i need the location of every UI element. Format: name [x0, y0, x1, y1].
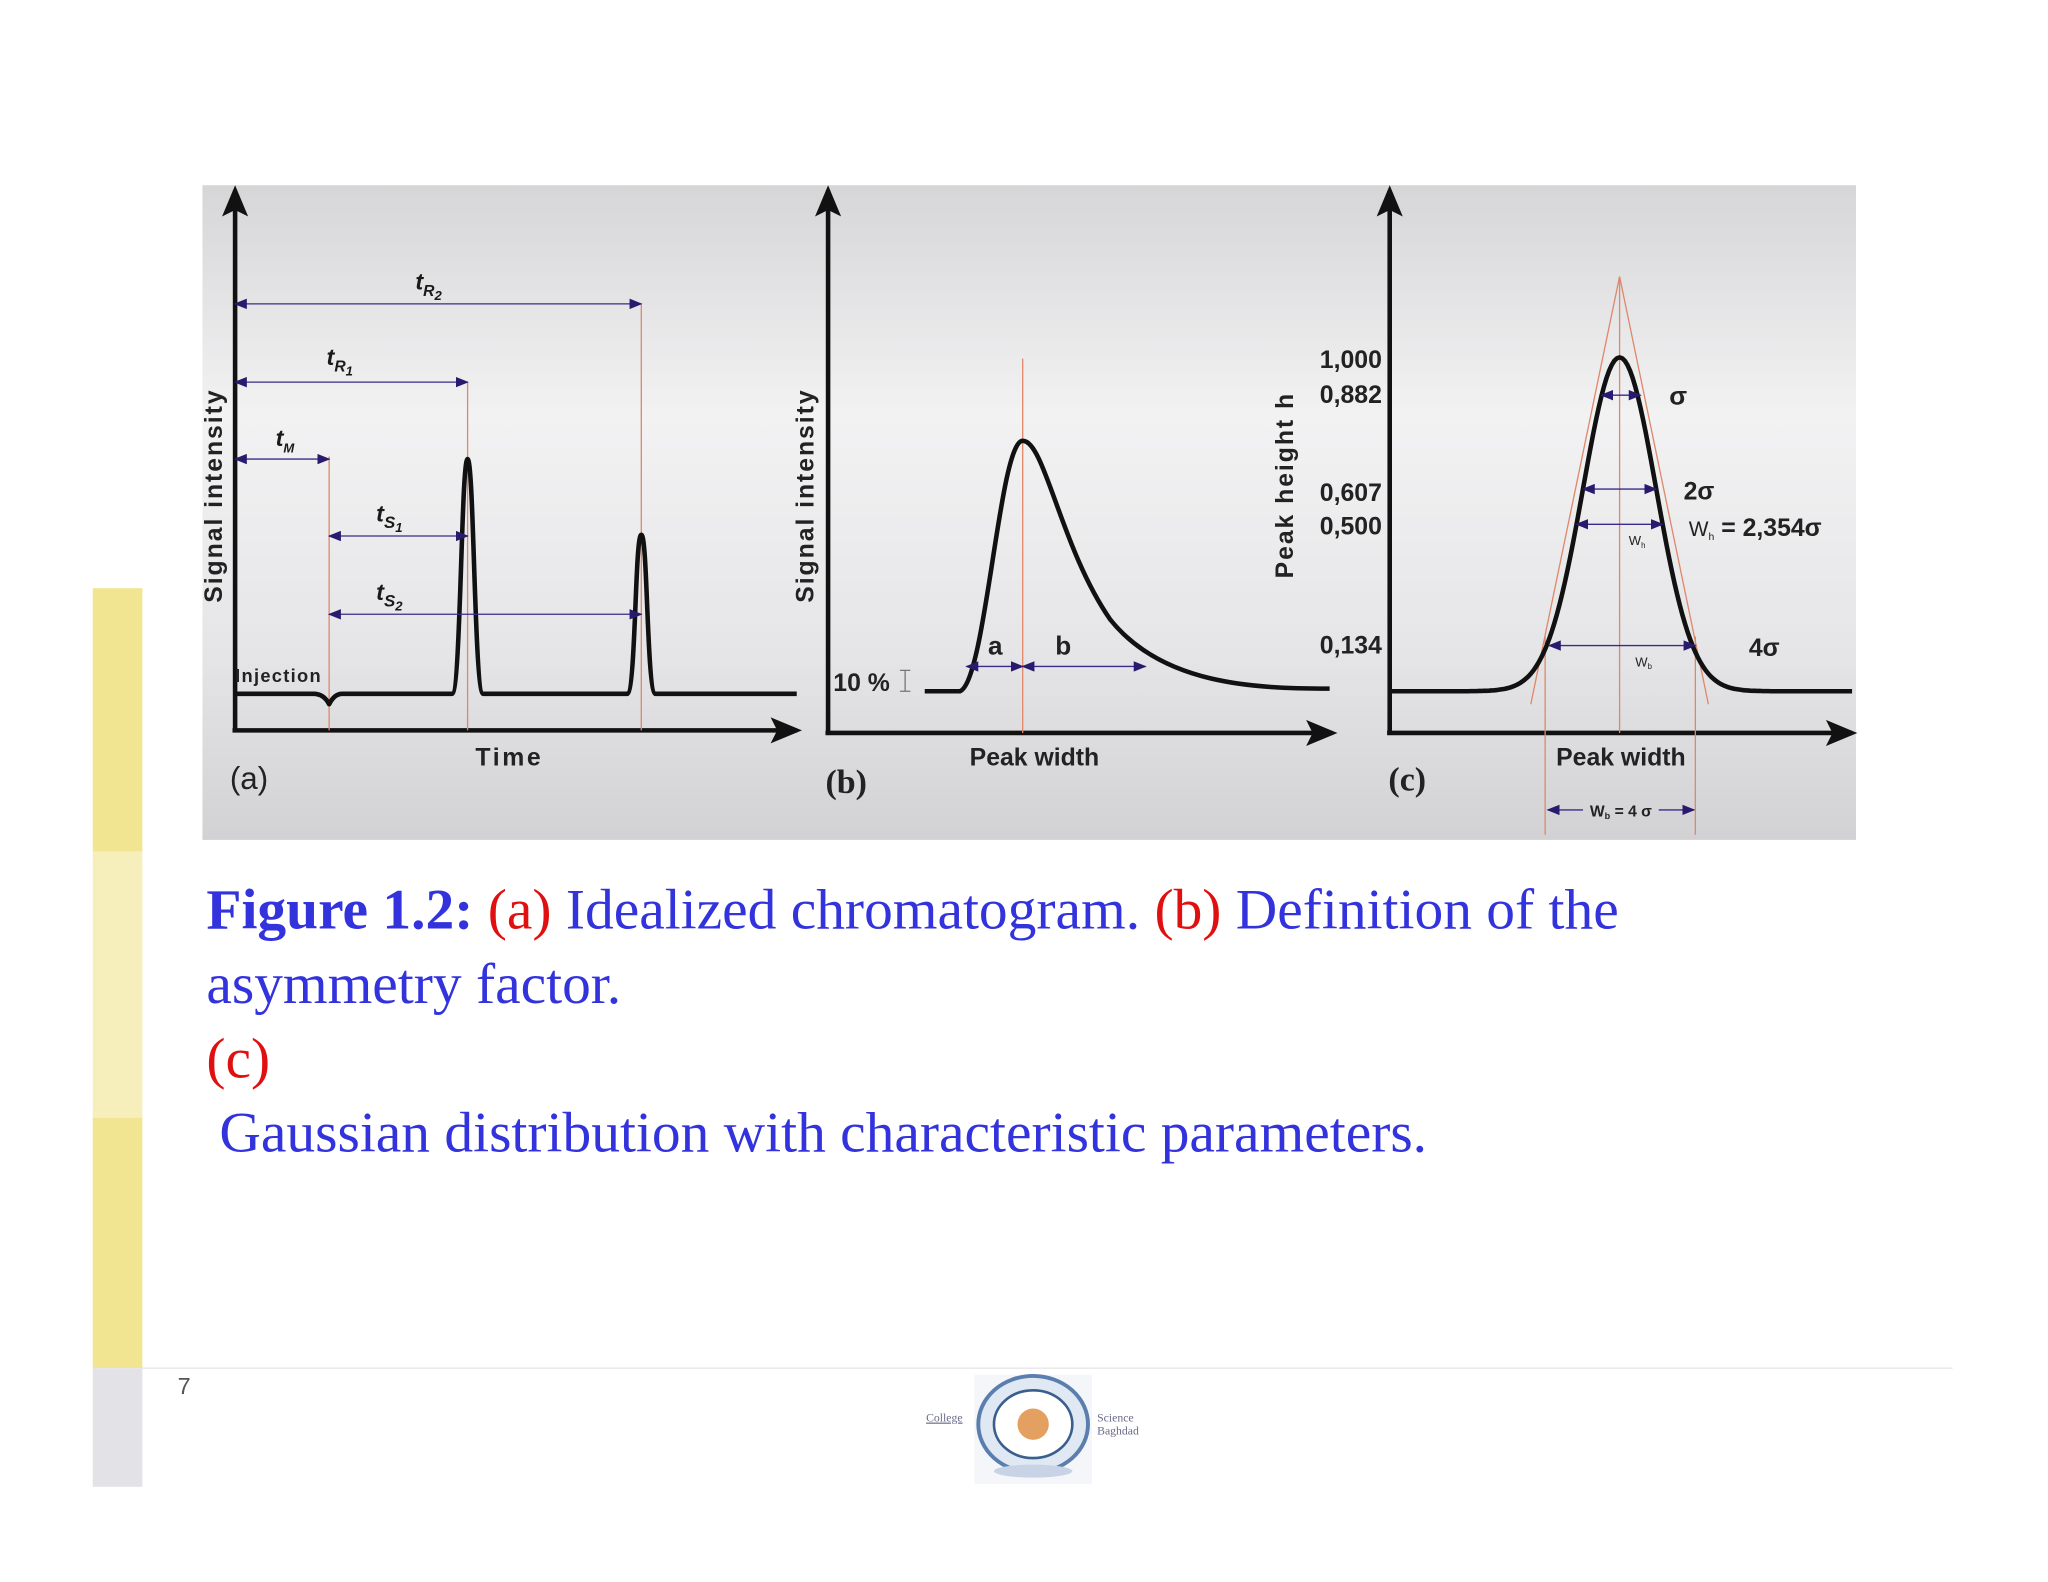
t: t	[376, 501, 385, 527]
level-label: 0,882	[1320, 382, 1382, 409]
wh-equation: Wh = 2,354σ	[1689, 515, 1822, 543]
sigma-label: σ	[1669, 380, 1687, 410]
logo	[974, 1373, 1092, 1485]
ts1-label: tS1	[376, 501, 402, 535]
y-axis-label: Signal intensity	[201, 388, 228, 602]
caption-label: Figure 1.2:	[206, 879, 473, 942]
wb-label: Wb	[1635, 654, 1652, 671]
panel-tag: (b)	[825, 764, 866, 801]
page-number: 7	[178, 1373, 191, 1399]
footer: 7 College Science Baghdad	[178, 1373, 1139, 1485]
logo-text: Baghdad	[1097, 1425, 1139, 1438]
panel-c: 1,000 0,882 0,607 0,500 0,134 Peak heigh…	[1272, 185, 1858, 835]
logo-text: College	[926, 1412, 963, 1425]
panel-tag: (c)	[1388, 761, 1426, 798]
w: W	[1689, 518, 1709, 541]
subsub: 1	[346, 364, 353, 379]
tr1-label: tR1	[327, 344, 353, 378]
level-label: 0,134	[1320, 632, 1382, 659]
sub: M	[283, 441, 295, 456]
figure-background	[202, 185, 1856, 840]
wb-equation: Wb = 4 σ	[1590, 803, 1652, 821]
caption-line: Figure 1.2: (a) Idealized chromatogram. …	[206, 879, 1618, 942]
t: t	[415, 269, 424, 295]
x-axis-label: Time	[475, 745, 543, 772]
sub: S	[384, 591, 396, 610]
panel-tag: (a)	[230, 761, 268, 796]
subsub: 2	[394, 598, 403, 613]
gaussian-curve	[1389, 355, 1853, 694]
w: W	[1635, 654, 1648, 669]
w: W	[1590, 803, 1605, 820]
sub: b	[1605, 811, 1611, 821]
w: W	[1629, 533, 1642, 548]
t: t	[376, 579, 385, 605]
ten-percent-label: 10 %	[833, 670, 890, 697]
caption-text: Idealized chromatogram.	[566, 879, 1140, 942]
t: t	[276, 425, 285, 451]
sub: R	[423, 283, 435, 300]
caption-tag: (b)	[1154, 879, 1221, 942]
level-label: 0,607	[1320, 480, 1382, 507]
t: t	[327, 344, 336, 370]
sub: h	[1709, 532, 1715, 543]
caption-line: (c)	[206, 1027, 270, 1090]
caption-tag: (a)	[488, 879, 552, 942]
level-label: 0,500	[1320, 514, 1382, 541]
tm-label: tM	[276, 425, 296, 456]
panel-b: 10 % a b Peak width (b) Signal intensity	[793, 185, 1338, 801]
subsub: 2	[434, 288, 443, 303]
sub: R	[334, 359, 346, 376]
panel-a: tR2 tR1 tM tS1 tS2 Injection Time (a) Si…	[201, 185, 802, 796]
sub: b	[1648, 662, 1653, 671]
sub: h	[1641, 541, 1645, 550]
x-axis-label: Peak width	[970, 745, 1100, 772]
b-label: b	[1055, 631, 1071, 661]
sub: S	[384, 513, 396, 532]
a-label: a	[988, 631, 1003, 661]
injection-label: Injection	[235, 665, 322, 686]
four-sigma-label: 4σ	[1749, 635, 1780, 662]
rest: = 4 σ	[1610, 803, 1652, 820]
caption-line: Gaussian distribution with characteristi…	[219, 1102, 1427, 1165]
ts2-label: tS2	[376, 579, 403, 613]
caption-text: Definition of the	[1236, 879, 1619, 942]
wh-label: Wh	[1629, 533, 1646, 550]
caption-line: asymmetry factor.	[206, 953, 621, 1016]
level-label: 1,000	[1320, 347, 1382, 374]
two-sigma-label: 2σ	[1684, 479, 1715, 506]
y-axis-label: Peak height h	[1272, 392, 1299, 578]
level-labels: 1,000 0,882 0,607 0,500 0,134	[1320, 347, 1382, 660]
side-bar	[92, 588, 1953, 1487]
x-axis-label: Peak width	[1556, 745, 1686, 772]
figure: tR2 tR1 tM tS1 tS2 Injection Time (a) Si…	[201, 185, 1858, 840]
caption: Figure 1.2: (a) Idealized chromatogram. …	[206, 879, 1618, 1165]
y-axis-label: Signal intensity	[793, 388, 820, 602]
logo-text: Science	[1097, 1412, 1134, 1425]
subsub: 1	[395, 520, 402, 535]
tr2-label: tR2	[415, 269, 442, 303]
rest: = 2,354σ	[1714, 515, 1821, 542]
